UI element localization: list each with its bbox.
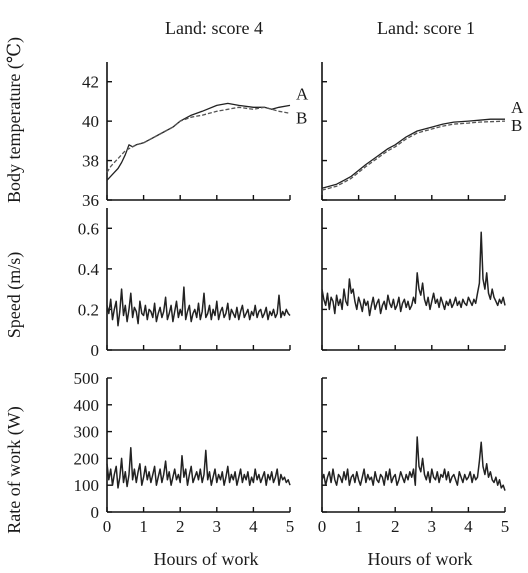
x-tick-label: 4	[249, 517, 258, 536]
x-tick-label: 1	[354, 517, 363, 536]
series-label-a: A	[511, 98, 524, 117]
panel-2: AB	[321, 62, 524, 201]
series-line-b	[321, 120, 506, 191]
xlabel-hours-of-work-right: Hours of work	[368, 549, 473, 569]
y-tick-label: 200	[74, 449, 100, 468]
x-tick-label: 1	[139, 517, 148, 536]
panel-1: 36 38 40 42 AB	[82, 62, 309, 210]
x-tick-label: 5	[501, 517, 510, 536]
y-tick-label: 42	[82, 73, 99, 92]
ylabel-rate-of-work: Rate of work (W)	[4, 406, 25, 533]
y-tick-label: 400	[74, 396, 100, 415]
y-tick-label: 38	[82, 152, 99, 171]
y-tick-label: 0.6	[78, 219, 99, 238]
y-tick-label: 0	[91, 341, 100, 360]
y-tick-label: 0.4	[78, 260, 100, 279]
y-tick-label: 40	[82, 112, 99, 131]
x-tick-label: 0	[318, 517, 327, 536]
series-line	[106, 446, 291, 489]
x-tick-label: 5	[286, 517, 295, 536]
ylabel-speed: Speed (m/s)	[4, 252, 25, 338]
series-label-a: A	[296, 84, 309, 103]
x-tick-label: 0	[103, 517, 112, 536]
panel-3: 0 0.2 0.4 0.6	[78, 208, 291, 360]
y-tick-label: 0.2	[78, 300, 99, 319]
series-line	[106, 286, 291, 327]
x-tick-label: 2	[176, 517, 185, 536]
series-line	[321, 231, 506, 317]
series-label-b: B	[296, 108, 307, 127]
xlabel-hours-of-work-left: Hours of work	[154, 549, 259, 569]
y-tick-label: 300	[74, 423, 100, 442]
panel-6: 0 1 2 3 4 5	[318, 377, 510, 536]
y-tick-label: 500	[74, 369, 100, 388]
column-title-score-4: Land: score 4	[165, 18, 263, 38]
series-line-a	[106, 102, 291, 181]
y-tick-label: 100	[74, 476, 100, 495]
x-tick-label: 3	[428, 517, 437, 536]
series-line-a	[321, 118, 505, 189]
panel-4	[321, 208, 506, 351]
y-tick-label: 0	[91, 503, 100, 522]
series-line-b	[106, 106, 291, 173]
series-label-b: B	[511, 116, 522, 135]
x-tick-label: 2	[391, 517, 400, 536]
panel-5: 0 1 2 3 4 5 0 100 200 300 400 500	[74, 369, 295, 536]
y-tick-label: 36	[82, 191, 99, 210]
series-line	[321, 436, 506, 491]
x-tick-label: 3	[213, 517, 222, 536]
ylabel-body-temperature: Body temperature (℃)	[4, 37, 25, 203]
column-title-score-1: Land: score 1	[377, 18, 475, 38]
x-tick-label: 4	[464, 517, 473, 536]
